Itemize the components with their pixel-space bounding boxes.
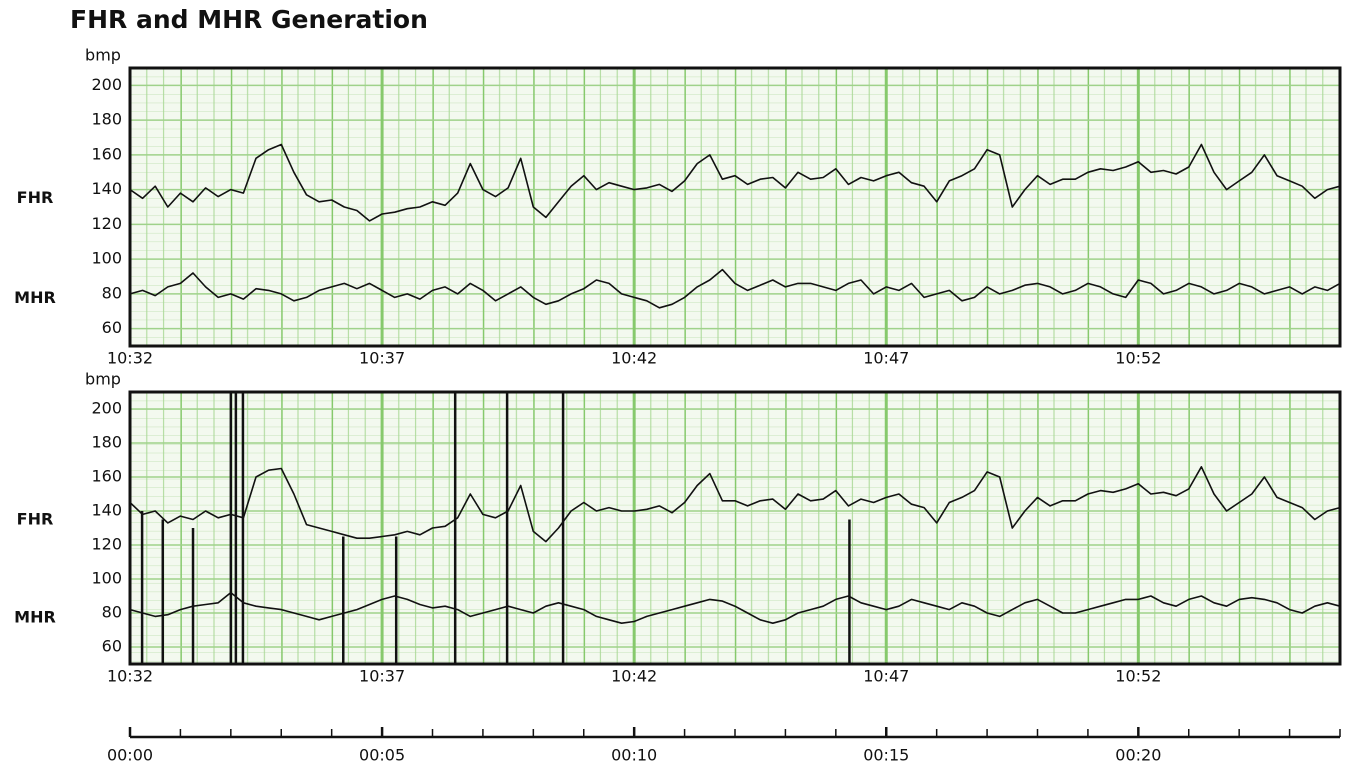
x-tick-label: 10:37 (359, 349, 405, 368)
plot-frame (128, 390, 1342, 666)
x-tick-label: 10:32 (107, 349, 153, 368)
y-tick-label: 200 (91, 75, 122, 94)
y-tick-label: 160 (91, 467, 122, 486)
x-tick-label: 10:37 (359, 667, 405, 686)
x-tick-label: 10:42 (611, 349, 657, 368)
y-axis-label: bmp (85, 46, 121, 65)
series-name: MHR (14, 607, 56, 626)
series-name: MHR (14, 288, 56, 307)
x-tick-label: 00:05 (359, 746, 405, 765)
y-tick-label: 80 (102, 603, 122, 622)
plot (128, 66, 1342, 348)
y-tick-label: 120 (91, 214, 122, 233)
series-line (129, 268, 1341, 309)
plot-background (130, 68, 1340, 346)
y-tick-label: 100 (91, 569, 122, 588)
plot (128, 390, 1342, 666)
y-tick-label: 60 (102, 637, 122, 656)
series-name: FHR (17, 509, 54, 528)
plot-background (130, 392, 1340, 664)
x-tick-label: 00:00 (107, 746, 153, 765)
x-tick-label: 00:15 (863, 746, 909, 765)
x-tick-label: 10:42 (611, 667, 657, 686)
page-title: FHR and MHR Generation (70, 5, 428, 34)
x-tick-label: 10:47 (863, 667, 909, 686)
x-tick-label: 10:32 (107, 667, 153, 686)
x-tick-label: 10:47 (863, 349, 909, 368)
x-tick-label: 10:52 (1115, 667, 1161, 686)
y-tick-label: 80 (102, 283, 122, 302)
y-tick-label: 180 (91, 110, 122, 129)
series-line (129, 591, 1341, 624)
y-tick-label: 100 (91, 249, 122, 268)
y-tick-label: 120 (91, 535, 122, 554)
y-tick-label: 60 (102, 318, 122, 337)
series-line (129, 143, 1341, 222)
y-tick-label: 180 (91, 433, 122, 452)
y-tick-label: 200 (91, 399, 122, 418)
series-line (129, 466, 1341, 543)
y-tick-label: 140 (91, 179, 122, 198)
plot-frame (128, 66, 1342, 348)
series-name: FHR (17, 188, 54, 207)
x-tick-label: 00:20 (1115, 746, 1161, 765)
x-tick-label: 10:52 (1115, 349, 1161, 368)
y-axis-label: bmp (85, 370, 121, 389)
y-tick-label: 140 (91, 501, 122, 520)
x-tick-label: 00:10 (611, 746, 657, 765)
y-tick-label: 160 (91, 144, 122, 163)
